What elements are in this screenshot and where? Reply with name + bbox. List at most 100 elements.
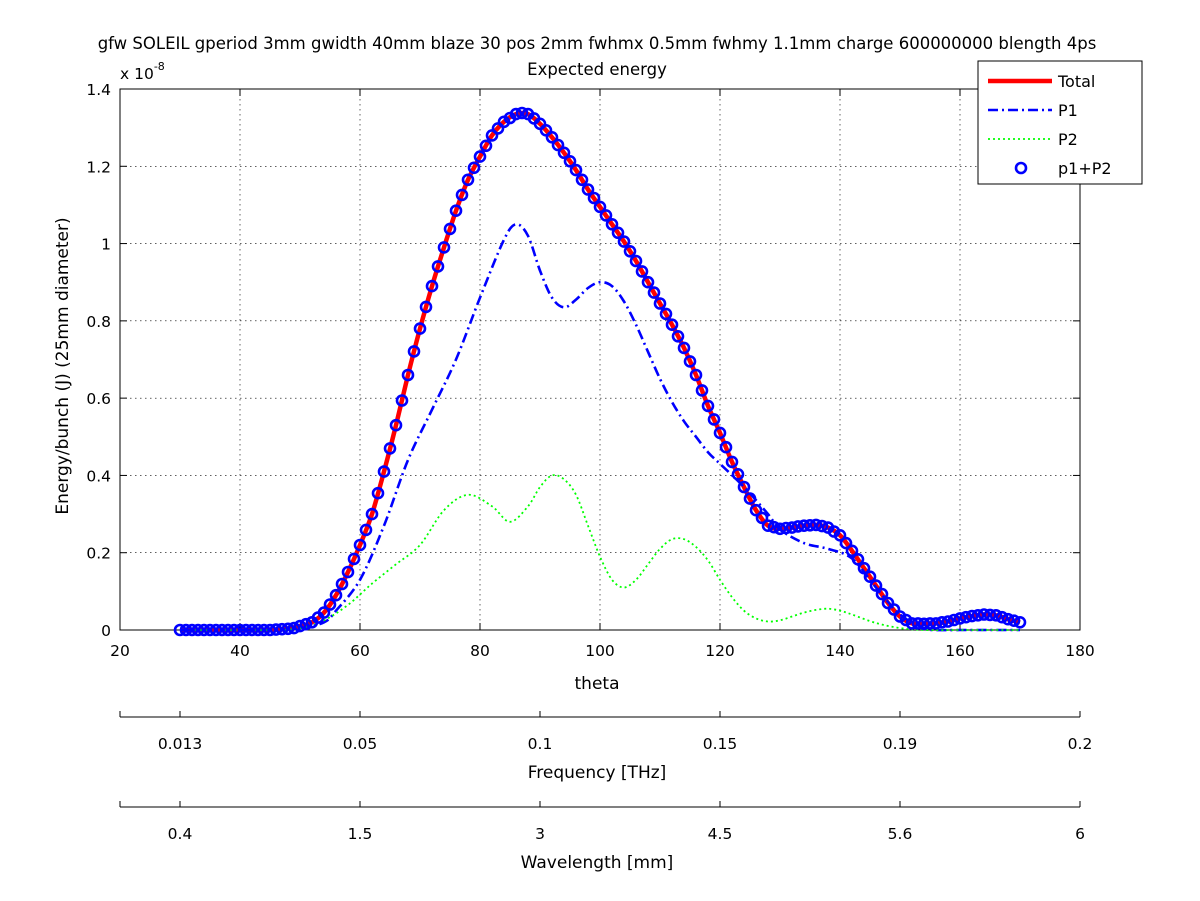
x-tick-label: 40 bbox=[230, 642, 250, 660]
series-p1-p2-marker bbox=[845, 544, 859, 558]
legend: Total P1 P2 p1+P2 bbox=[977, 60, 1143, 185]
series-p1-p2-marker bbox=[587, 191, 601, 205]
y-tick-label: 0 bbox=[101, 622, 111, 640]
series-p1-p2-marker bbox=[479, 139, 493, 153]
legend-label-p1-p2: p1+P2 bbox=[1058, 159, 1112, 178]
series-p1-p2-marker bbox=[941, 615, 955, 628]
series-p1-p2-marker bbox=[977, 608, 991, 621]
series-p1-p2-marker bbox=[875, 587, 889, 601]
series-p1-p2-marker bbox=[395, 394, 409, 407]
legend-swatch-p1-p2 bbox=[1014, 161, 1028, 175]
x-tick-label: 180 bbox=[1065, 642, 1095, 660]
secondary-tick-label: 0.05 bbox=[343, 735, 378, 753]
wavelength-axis: 0.4 1.5 3 4.5 5.6 6 Wavelength [mm] bbox=[119, 801, 1085, 873]
secondary-tick-label: 0.2 bbox=[1068, 735, 1093, 753]
series-p1-p2-marker bbox=[341, 565, 355, 579]
series-p1-p2-marker bbox=[407, 345, 421, 358]
series-p1-p2-marker bbox=[917, 617, 931, 631]
series-p1-p2-marker bbox=[539, 124, 553, 137]
series-p1-p2-marker bbox=[779, 521, 793, 535]
series-p1-p2-marker bbox=[575, 173, 589, 187]
series-p1-p2-marker bbox=[329, 588, 343, 602]
series-p1-p2-marker bbox=[935, 615, 949, 629]
series-p1-p2-marker bbox=[983, 608, 997, 622]
series-p1-p2-marker bbox=[929, 617, 943, 630]
series-p2-line bbox=[179, 474, 1020, 632]
series-p1-p2-marker bbox=[593, 200, 607, 214]
series-p1-p2-marker bbox=[749, 503, 763, 517]
series-p1-p2-marker bbox=[389, 418, 403, 432]
x-tick-label: 160 bbox=[945, 642, 975, 660]
series-p1-p2-marker bbox=[221, 623, 235, 637]
secondary-tick-label: 5.6 bbox=[888, 825, 913, 843]
series-p1-p2-marker bbox=[857, 561, 871, 575]
series-p1-p2-marker bbox=[959, 610, 973, 624]
series-p1-p2-marker bbox=[467, 161, 481, 175]
series-p1-p2-marker bbox=[713, 426, 727, 440]
series-p1-p2-marker bbox=[671, 329, 685, 343]
series-p1-p2-marker bbox=[419, 300, 433, 314]
series-p1-p2-marker bbox=[617, 235, 631, 248]
series-p1-p2-marker bbox=[803, 518, 817, 532]
y-exponent-power: -8 bbox=[154, 60, 165, 73]
series-p1-p2-marker bbox=[629, 254, 643, 268]
series-p1-p2-marker bbox=[245, 623, 259, 637]
series-p1-p2-marker bbox=[755, 511, 769, 525]
series-p1-p2-marker bbox=[197, 623, 211, 637]
secondary-tick-label: 1.5 bbox=[348, 825, 373, 843]
series-p1-p2-marker bbox=[461, 173, 475, 187]
y-tick-label: 0.6 bbox=[86, 390, 111, 408]
series-p1-p2-marker bbox=[335, 577, 349, 591]
secondary-tick-label: 0.15 bbox=[703, 735, 738, 753]
series-p1-p2-marker bbox=[725, 455, 739, 469]
frequency-axis: 0.013 0.05 0.1 0.15 0.19 0.2 Frequency [THz] bbox=[119, 711, 1093, 783]
series-p1-p2-marker bbox=[971, 608, 985, 622]
series-p1-p2-marker bbox=[707, 413, 721, 426]
series-p1-p2-marker bbox=[1013, 615, 1027, 629]
x-tick-label: 20 bbox=[110, 642, 130, 660]
series-p1-p2-marker bbox=[923, 617, 937, 630]
series-p1-p2-marker bbox=[581, 183, 595, 196]
series-p1-p2-marker bbox=[995, 610, 1009, 624]
series-p1-p2-marker bbox=[635, 265, 649, 278]
secondary-tick-label: 0.013 bbox=[158, 735, 202, 753]
series-p1-p2-marker bbox=[269, 623, 283, 636]
series-p1-p2-marker bbox=[641, 275, 655, 289]
chart-title: gfw SOLEIL gperiod 3mm gwidth 40mm blaze… bbox=[98, 34, 1097, 53]
series-p1-p2-marker bbox=[515, 106, 529, 120]
series-p1-p2-marker bbox=[443, 222, 457, 236]
series-p1-p2-marker bbox=[209, 623, 223, 637]
series-p1-p2-marker bbox=[611, 226, 625, 240]
wavelength-axis-ticks: 0.4 1.5 3 4.5 5.6 6 bbox=[119, 801, 1085, 843]
series-p1-p2-marker bbox=[359, 523, 373, 537]
series-p1-p2-marker bbox=[659, 307, 673, 321]
x-axis-ticks: 20 40 60 80 100 120 140 160 180 bbox=[110, 89, 1095, 660]
legend-label-p2: P2 bbox=[1058, 130, 1078, 149]
series-p1-p2-marker bbox=[989, 608, 1003, 622]
series-p1-p2-marker bbox=[293, 619, 307, 633]
series-p1-p2-marker bbox=[953, 612, 967, 625]
series-p1-p2-marker bbox=[773, 522, 787, 536]
wavelength-axis-label: Wavelength [mm] bbox=[521, 853, 674, 873]
series-p1-p2-marker bbox=[731, 467, 745, 481]
x-tick-label: 120 bbox=[705, 642, 735, 660]
series-p1-p2-marker bbox=[365, 507, 379, 521]
series-p1-p2-marker bbox=[683, 355, 697, 368]
series-p1-p2-marker bbox=[185, 623, 199, 637]
series-p1-p2-marker bbox=[809, 518, 823, 532]
x-tick-label: 100 bbox=[585, 642, 615, 660]
series-p1-p2-marker bbox=[317, 606, 331, 619]
series-p1-p2-marker bbox=[623, 245, 637, 258]
y-exponent-label: x 10-8 bbox=[120, 60, 165, 83]
series-p1-p2-marker bbox=[227, 623, 241, 637]
series-p1-p2-marker bbox=[869, 579, 883, 592]
series-p1-p2-marker bbox=[815, 519, 829, 533]
series-p1-p2-marker bbox=[371, 486, 385, 500]
series-p1-p2-marker bbox=[863, 570, 877, 584]
y-tick-label: 1.4 bbox=[86, 81, 111, 99]
series-p1-p2-marker bbox=[647, 286, 661, 299]
secondary-tick-label: 6 bbox=[1075, 825, 1085, 843]
y-tick-label: 1 bbox=[101, 236, 111, 254]
series-p1-p2-marker bbox=[761, 519, 775, 533]
